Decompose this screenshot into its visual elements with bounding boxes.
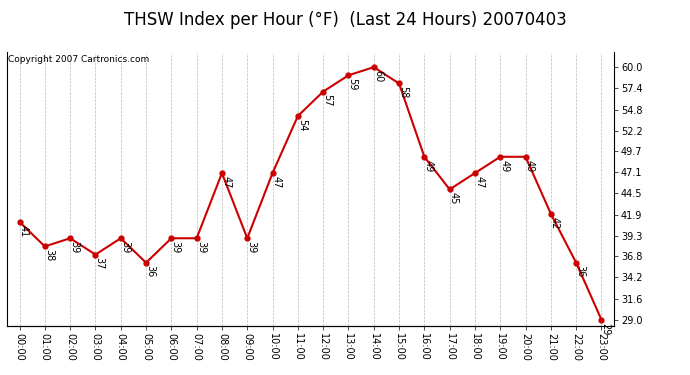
Text: Copyright 2007 Cartronics.com: Copyright 2007 Cartronics.com [8,55,149,64]
Text: 36: 36 [145,266,155,278]
Text: 47: 47 [474,176,484,188]
Text: 39: 39 [120,241,130,253]
Text: 39: 39 [69,241,79,253]
Text: 49: 49 [424,160,433,172]
Text: THSW Index per Hour (°F)  (Last 24 Hours) 20070403: THSW Index per Hour (°F) (Last 24 Hours)… [124,11,566,29]
Text: 29: 29 [600,322,611,335]
Text: 39: 39 [196,241,206,253]
Text: 41: 41 [19,225,29,237]
Text: 45: 45 [448,192,459,204]
Text: 39: 39 [170,241,181,253]
Text: 36: 36 [575,266,585,278]
Text: 39: 39 [246,241,257,253]
Text: 47: 47 [272,176,282,188]
Text: 38: 38 [44,249,54,261]
Text: 37: 37 [95,257,105,270]
Text: 58: 58 [398,86,408,99]
Text: 57: 57 [322,94,333,107]
Text: 49: 49 [524,160,535,172]
Text: 54: 54 [297,119,307,131]
Text: 49: 49 [500,160,509,172]
Text: 59: 59 [348,78,357,90]
Text: 42: 42 [550,217,560,229]
Text: 60: 60 [373,70,383,82]
Text: 47: 47 [221,176,231,188]
